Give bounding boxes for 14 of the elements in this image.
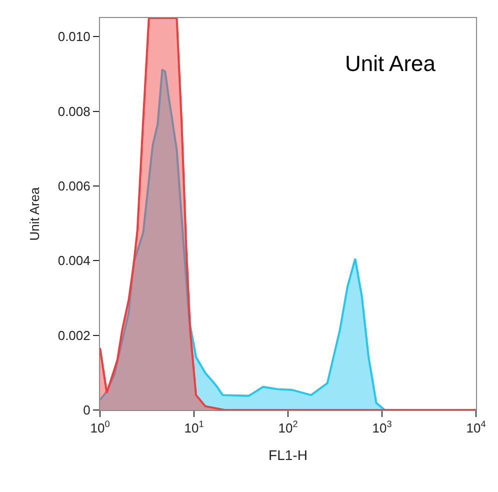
y-tick-label: 0	[83, 402, 90, 418]
x-axis-title: FL1-H	[268, 446, 308, 463]
x-tick-label: 10$^{2}$	[278, 419, 298, 436]
y-tick-label: 0.010	[58, 29, 90, 44]
y-tick-label: 0.008	[58, 104, 90, 119]
x-tick-label: 10$^{0}$	[90, 419, 110, 436]
annotation: Unit Area	[345, 51, 436, 76]
y-tick-label: 0.006	[58, 178, 90, 194]
x-tick-label: 10$^{3}$	[372, 419, 392, 436]
x-tick-label: 10$^{4}$	[466, 419, 486, 436]
y-axis-title: Unit Area	[26, 186, 42, 241]
y-tick-label: 0.004	[58, 253, 90, 268]
x-tick-label: 10$^{1}$	[184, 419, 204, 436]
y-tick-label: 0.002	[58, 328, 90, 343]
